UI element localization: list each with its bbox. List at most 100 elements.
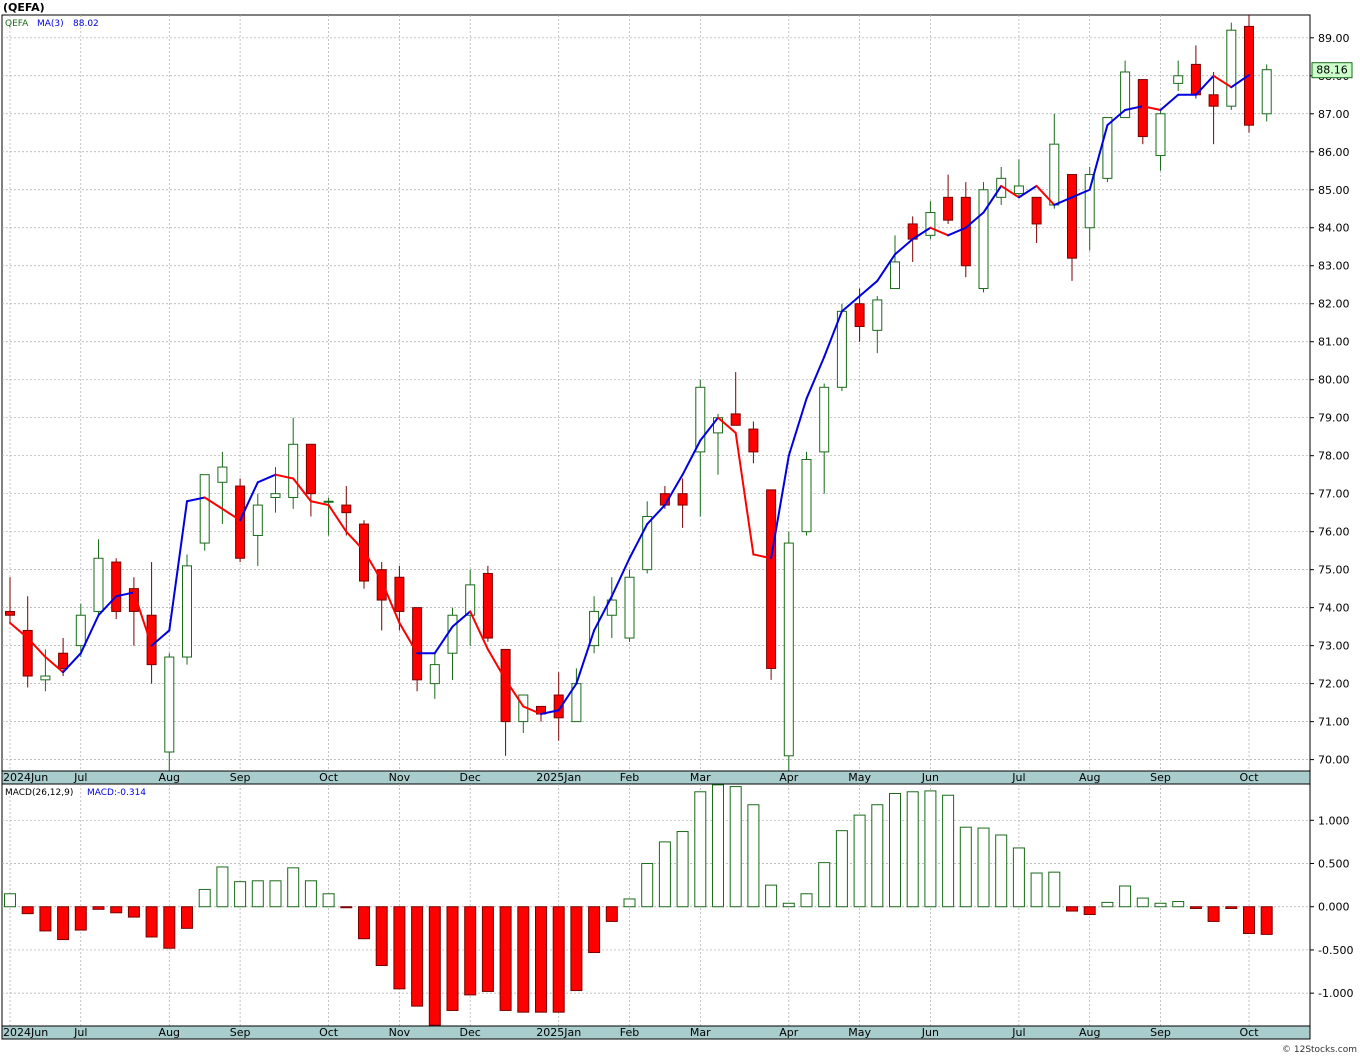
ma-line-segment	[699, 416, 719, 442]
candle	[730, 372, 741, 426]
candle	[182, 554, 192, 665]
candle-body-up	[1102, 117, 1113, 179]
ma-line-segment	[575, 629, 596, 685]
ma-line-segment	[610, 557, 631, 598]
macd-bar-positive	[800, 893, 813, 908]
candle	[394, 565, 405, 631]
macd-bar-positive	[322, 893, 335, 908]
candle	[93, 539, 104, 616]
ma-line-segment	[186, 496, 206, 503]
macd-bar-positive	[729, 786, 742, 908]
ma-line-segment	[823, 310, 843, 358]
price-x-tick-label: Sep	[230, 771, 251, 784]
price-x-tick-label: Jul	[1011, 771, 1025, 784]
macd-bar-positive	[853, 814, 866, 908]
candle-body-down	[376, 569, 387, 601]
macd-bar-positive	[924, 790, 937, 908]
macd-bar-positive	[747, 804, 760, 908]
macd-bar-negative	[481, 906, 494, 992]
ma-line-segment	[221, 507, 242, 522]
ma-line-segment	[628, 523, 649, 560]
ma-line-segment	[203, 496, 224, 510]
macd-x-tick-label: Sep	[230, 1026, 251, 1039]
candle	[642, 501, 653, 574]
price-y-tick-label: 76.00	[1318, 526, 1350, 539]
macd-bar-positive	[818, 862, 831, 908]
macd-bar-negative	[446, 906, 459, 1011]
macd-x-tick-label: May	[848, 1026, 871, 1039]
macd-bar-positive	[835, 830, 848, 908]
macd-bar-positive	[995, 834, 1008, 908]
candle-body-down	[22, 629, 33, 677]
candle	[978, 182, 989, 293]
candle-body-up	[447, 614, 458, 654]
macd-bar-positive	[1119, 885, 1132, 908]
candle-body-down	[305, 443, 316, 495]
price-y-tick-label: 83.00	[1318, 260, 1350, 273]
macd-bar-positive	[889, 793, 901, 908]
macd-bar-positive	[694, 791, 707, 908]
candle-body-up	[217, 466, 228, 483]
ma-line-segment	[239, 481, 259, 522]
price-x-tick-label: Nov	[389, 771, 411, 784]
ma-line-segment	[79, 614, 100, 655]
candle	[553, 672, 564, 741]
macd-bar-negative	[92, 906, 105, 910]
price-y-tick-label: 79.00	[1318, 412, 1350, 425]
candle-body-down	[341, 504, 352, 514]
macd-x-tick-label: Sep	[1150, 1026, 1171, 1039]
macd-x-tick-label: Oct	[319, 1026, 339, 1039]
candle	[482, 565, 493, 642]
macd-bar-positive	[1154, 902, 1167, 908]
candle	[5, 577, 15, 623]
macd-bar-negative	[375, 906, 388, 967]
ma-line-segment	[150, 629, 171, 647]
candle-body-up	[270, 493, 281, 498]
candle	[22, 596, 33, 688]
candle-body-down	[943, 196, 954, 221]
macd-x-axis-band	[1, 1025, 1311, 1040]
candle-body-up	[1049, 143, 1060, 206]
candle	[1013, 159, 1024, 198]
ma-line-segment	[345, 530, 365, 552]
price-plot-area	[1, 14, 1311, 772]
macd-bar-negative	[428, 906, 441, 1026]
ma-line-segment	[752, 553, 773, 560]
candle-body-up	[429, 664, 440, 685]
macd-x-tick-label: Oct	[1239, 1026, 1259, 1039]
price-y-tick-label: 86.00	[1318, 146, 1350, 159]
macd-bar-negative	[1083, 906, 1096, 916]
ma-line-segment	[292, 477, 312, 503]
ma-line-segment	[433, 625, 454, 655]
price-panel: 70.00 71.00 72.00 73.00 74.00 75.00 76.00 77.00…	[1, 14, 1353, 785]
macd-bar-positive	[977, 827, 990, 908]
candle-body-down	[1137, 79, 1148, 138]
candle-body-up	[801, 458, 812, 533]
macd-bar-positive	[712, 784, 724, 908]
ma-line-segment	[97, 595, 118, 617]
ma-line-segment	[964, 211, 985, 229]
candle	[624, 569, 635, 642]
price-legend-ma-label: MA(3)	[37, 19, 64, 29]
candle	[305, 443, 316, 517]
macd-bar-negative	[552, 906, 565, 1013]
candle-body-up	[642, 515, 653, 571]
ma-line-segment	[540, 709, 560, 716]
candle	[217, 451, 228, 525]
price-x-tick-label: Mar	[690, 771, 711, 784]
candle-body-up	[199, 474, 210, 544]
ma-line-segment	[681, 439, 702, 476]
price-x-axis: 2024Jun Jul Aug Sep Oct Nov Dec 2025Jan Feb Mar Ap…	[3, 771, 1259, 784]
candle	[677, 478, 688, 528]
ma-line-segment	[717, 416, 737, 434]
candle	[748, 421, 759, 464]
candle	[111, 558, 122, 620]
candle	[801, 451, 812, 536]
macd-legend-value: MACD:-0.314	[87, 788, 146, 798]
price-y-tick-label: 84.00	[1318, 222, 1350, 235]
price-y-tick-label: 74.00	[1318, 602, 1350, 615]
candle	[1155, 109, 1166, 171]
candle	[146, 562, 157, 684]
price-y-tick-label: 72.00	[1318, 678, 1350, 691]
price-y-tick-label: 81.00	[1318, 336, 1350, 349]
